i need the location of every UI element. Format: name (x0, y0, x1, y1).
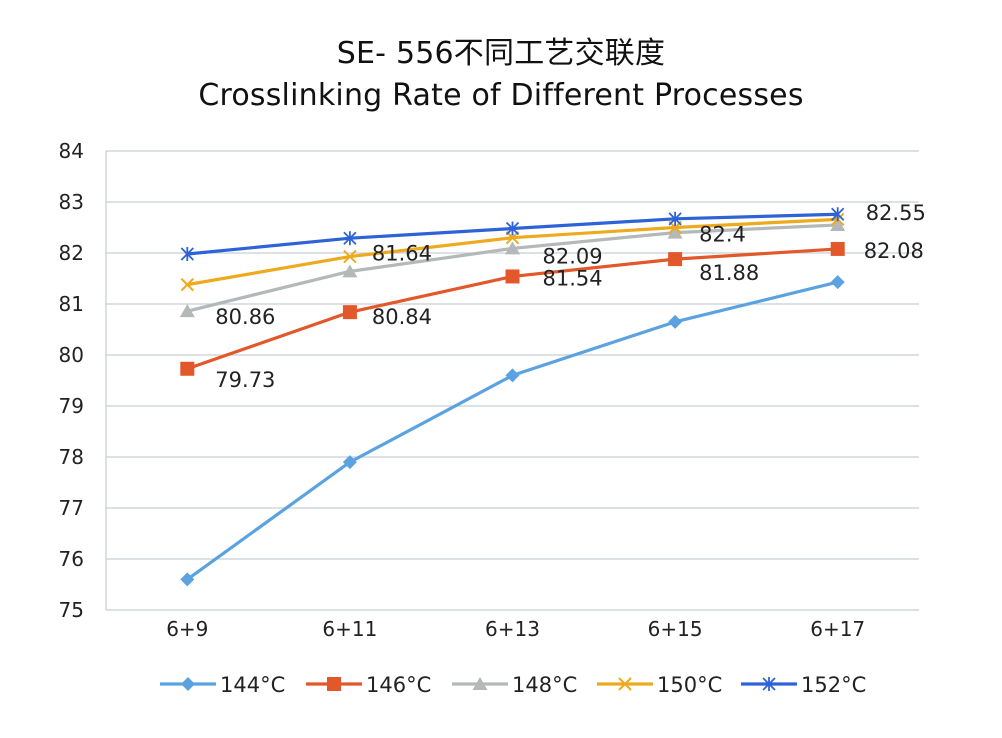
legend-label: 144°C (220, 673, 285, 697)
x-tick-label: 6+9 (166, 617, 208, 641)
y-tick-label: 81 (59, 292, 84, 316)
legend-item: 144°C (160, 673, 285, 697)
x-tick-label: 6+15 (648, 617, 703, 641)
data-point (668, 314, 683, 329)
series-144°C (180, 275, 845, 587)
series-146°C (180, 241, 845, 376)
data-point (505, 269, 520, 284)
y-tick-label: 79 (59, 394, 84, 418)
legend-item: 150°C (597, 673, 722, 697)
legend-item: 146°C (306, 673, 431, 697)
data-label: 80.84 (372, 305, 432, 329)
data-point (505, 221, 520, 236)
legend-marker (472, 677, 488, 690)
legend-label: 152°C (801, 673, 866, 697)
x-tick-label: 6+11 (322, 617, 377, 641)
data-label: 81.64 (372, 241, 432, 265)
x-tick-label: 6+13 (485, 617, 540, 641)
data-label: 82.55 (866, 201, 926, 225)
data-point (343, 249, 357, 264)
legend-label: 146°C (366, 673, 431, 697)
data-point (342, 455, 357, 470)
data-label: 82.4 (699, 223, 746, 247)
legend-label: 148°C (512, 673, 577, 697)
data-point (505, 368, 520, 383)
y-tick-label: 80 (59, 343, 84, 367)
data-point (668, 252, 683, 267)
data-label: 81.54 (543, 266, 603, 290)
data-point (830, 241, 845, 256)
y-tick-label: 84 (59, 139, 84, 163)
data-point (180, 277, 195, 292)
data-label: 80.86 (215, 305, 275, 329)
y-tick-label: 82 (59, 241, 84, 265)
legend-label: 150°C (657, 673, 722, 697)
data-point (180, 361, 195, 376)
data-point (505, 241, 520, 255)
data-point (830, 275, 845, 290)
y-tick-label: 83 (59, 190, 84, 214)
y-tick-label: 78 (59, 445, 84, 469)
data-point (180, 247, 194, 262)
data-label: 79.73 (215, 368, 275, 392)
legend-marker (327, 677, 341, 691)
legend-marker (762, 677, 776, 691)
legend-marker (181, 677, 195, 691)
legend-marker (618, 677, 632, 691)
chart-title: SE- 556不同工艺交联度 (336, 36, 666, 71)
series-148°C (179, 217, 846, 318)
data-point (342, 264, 358, 278)
x-tick-label: 6+17 (810, 617, 865, 641)
y-tick-label: 76 (59, 547, 84, 571)
data-point (180, 572, 195, 587)
y-tick-label: 75 (59, 598, 84, 622)
data-point (830, 217, 846, 231)
data-point (179, 304, 195, 318)
legend-item: 152°C (741, 673, 866, 697)
data-label: 82.08 (864, 239, 924, 263)
data-point (343, 231, 357, 246)
legend-item: 148°C (452, 673, 577, 697)
y-tick-label: 77 (59, 496, 84, 520)
series-line (185, 280, 840, 582)
chart-subtitle: Crosslinking Rate of Different Processes (198, 78, 804, 113)
data-label: 81.88 (699, 261, 759, 285)
data-point (667, 225, 683, 239)
data-point (668, 211, 682, 226)
data-point (342, 305, 357, 320)
data-label: 82.09 (543, 244, 603, 268)
data-point (831, 207, 845, 222)
series-152°C (180, 207, 845, 262)
